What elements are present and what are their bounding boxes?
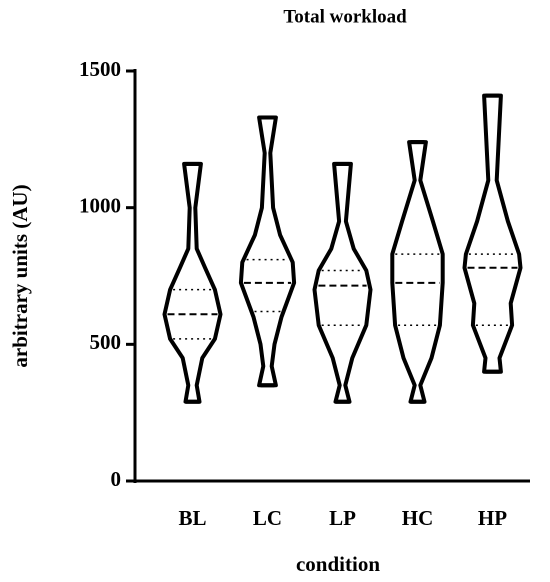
y-tick-label: 500 [90, 330, 122, 354]
x-tick-label: LC [253, 506, 282, 530]
violin [312, 161, 373, 404]
y-axis-title: arbitrary units (AU) [8, 184, 32, 367]
x-tick-label: HC [402, 506, 434, 530]
x-tick-label: HP [478, 506, 507, 530]
y-tick-label: 0 [111, 467, 122, 491]
violin [390, 140, 445, 404]
violin [162, 161, 223, 404]
y-tick-label: 1500 [79, 57, 121, 81]
x-tick-label: LP [329, 506, 356, 530]
y-tick-label: 1000 [79, 193, 121, 217]
chart-title: Total workload [283, 6, 407, 27]
violin [462, 93, 523, 374]
x-tick-label: BL [178, 506, 206, 530]
violin [238, 115, 297, 388]
x-axis-title: condition [296, 552, 380, 576]
